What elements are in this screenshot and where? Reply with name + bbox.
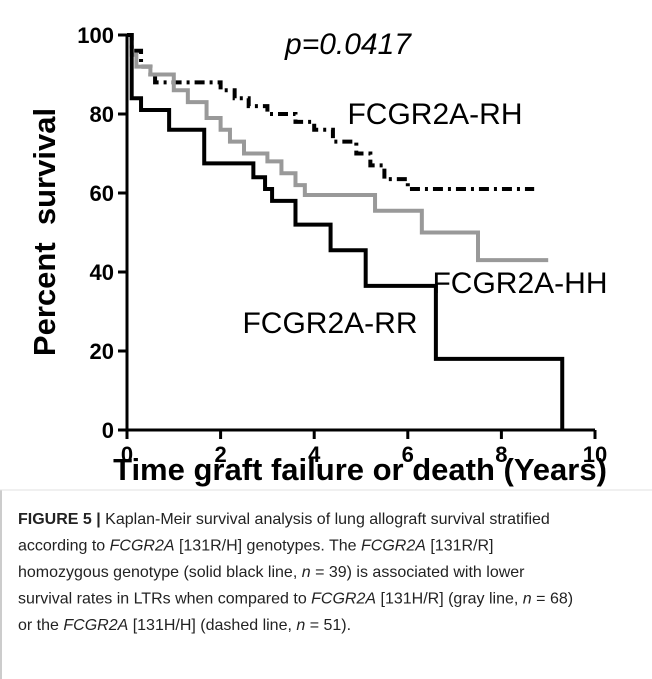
- caption-text: FCGR2A: [361, 538, 426, 555]
- p-value: p=0.0417: [284, 28, 412, 61]
- survival-curve: [127, 33, 565, 430]
- y-tick-label: 40: [90, 260, 114, 285]
- y-tick-label: 60: [90, 181, 114, 206]
- caption-text: = 39) is associated with lower: [311, 564, 526, 581]
- caption-text: [131R/H] genotypes. The: [175, 538, 361, 555]
- y-tick-label: 0: [102, 418, 114, 443]
- x-tick-label: 6: [402, 442, 414, 467]
- survival-curve: [127, 33, 549, 263]
- y-axis-label: Percent survival: [27, 108, 62, 356]
- caption-text: or the: [18, 617, 63, 634]
- caption-text: n: [302, 564, 311, 581]
- caption-text: = 68): [532, 591, 573, 608]
- caption-text: n: [296, 617, 305, 634]
- caption-text: FCGR2A: [63, 617, 128, 634]
- caption-line: according to FCGR2A [131R/H] genotypes. …: [18, 538, 494, 555]
- series-label: FCGR2A-RR: [242, 307, 417, 340]
- series-label: FCGR2A-HH: [432, 267, 607, 300]
- x-tick-label: 0: [121, 442, 133, 467]
- caption-text: homozygous genotype (solid black line,: [18, 564, 302, 581]
- caption-text: FCGR2A: [311, 591, 376, 608]
- y-tick-label: 100: [77, 23, 114, 48]
- caption-line: or the FCGR2A [131H/H] (dashed line, n =…: [18, 617, 351, 634]
- x-tick-label: 4: [308, 442, 321, 467]
- caption-text: Kaplan-Meir survival analysis of lung al…: [101, 511, 550, 528]
- series-label: FCGR2A-RH: [347, 98, 522, 131]
- x-axis-label: Time graft failure or death (Years): [113, 452, 607, 487]
- caption-line: homozygous genotype (solid black line, n…: [18, 564, 525, 581]
- caption-text: [131R/R]: [426, 538, 494, 555]
- caption-text: [131H/R] (gray line,: [376, 591, 523, 608]
- caption-text: n: [523, 591, 532, 608]
- caption-text: survival rates in LTRs when compared to: [18, 591, 311, 608]
- x-tick-label: 8: [495, 442, 507, 467]
- caption-text: FCGR2A: [110, 538, 175, 555]
- y-tick-label: 20: [90, 339, 114, 364]
- caption-text: according to: [18, 538, 110, 555]
- caption-text: FIGURE 5 |: [18, 511, 101, 528]
- y-tick-label: 80: [90, 102, 114, 127]
- x-tick-label: 10: [583, 442, 607, 467]
- caption-line: FIGURE 5 | Kaplan-Meir survival analysis…: [18, 511, 550, 528]
- caption-text: [131H/H] (dashed line,: [128, 617, 296, 634]
- caption-line: survival rates in LTRs when compared to …: [18, 591, 573, 608]
- caption-text: = 51).: [305, 617, 351, 634]
- x-tick-label: 2: [214, 442, 226, 467]
